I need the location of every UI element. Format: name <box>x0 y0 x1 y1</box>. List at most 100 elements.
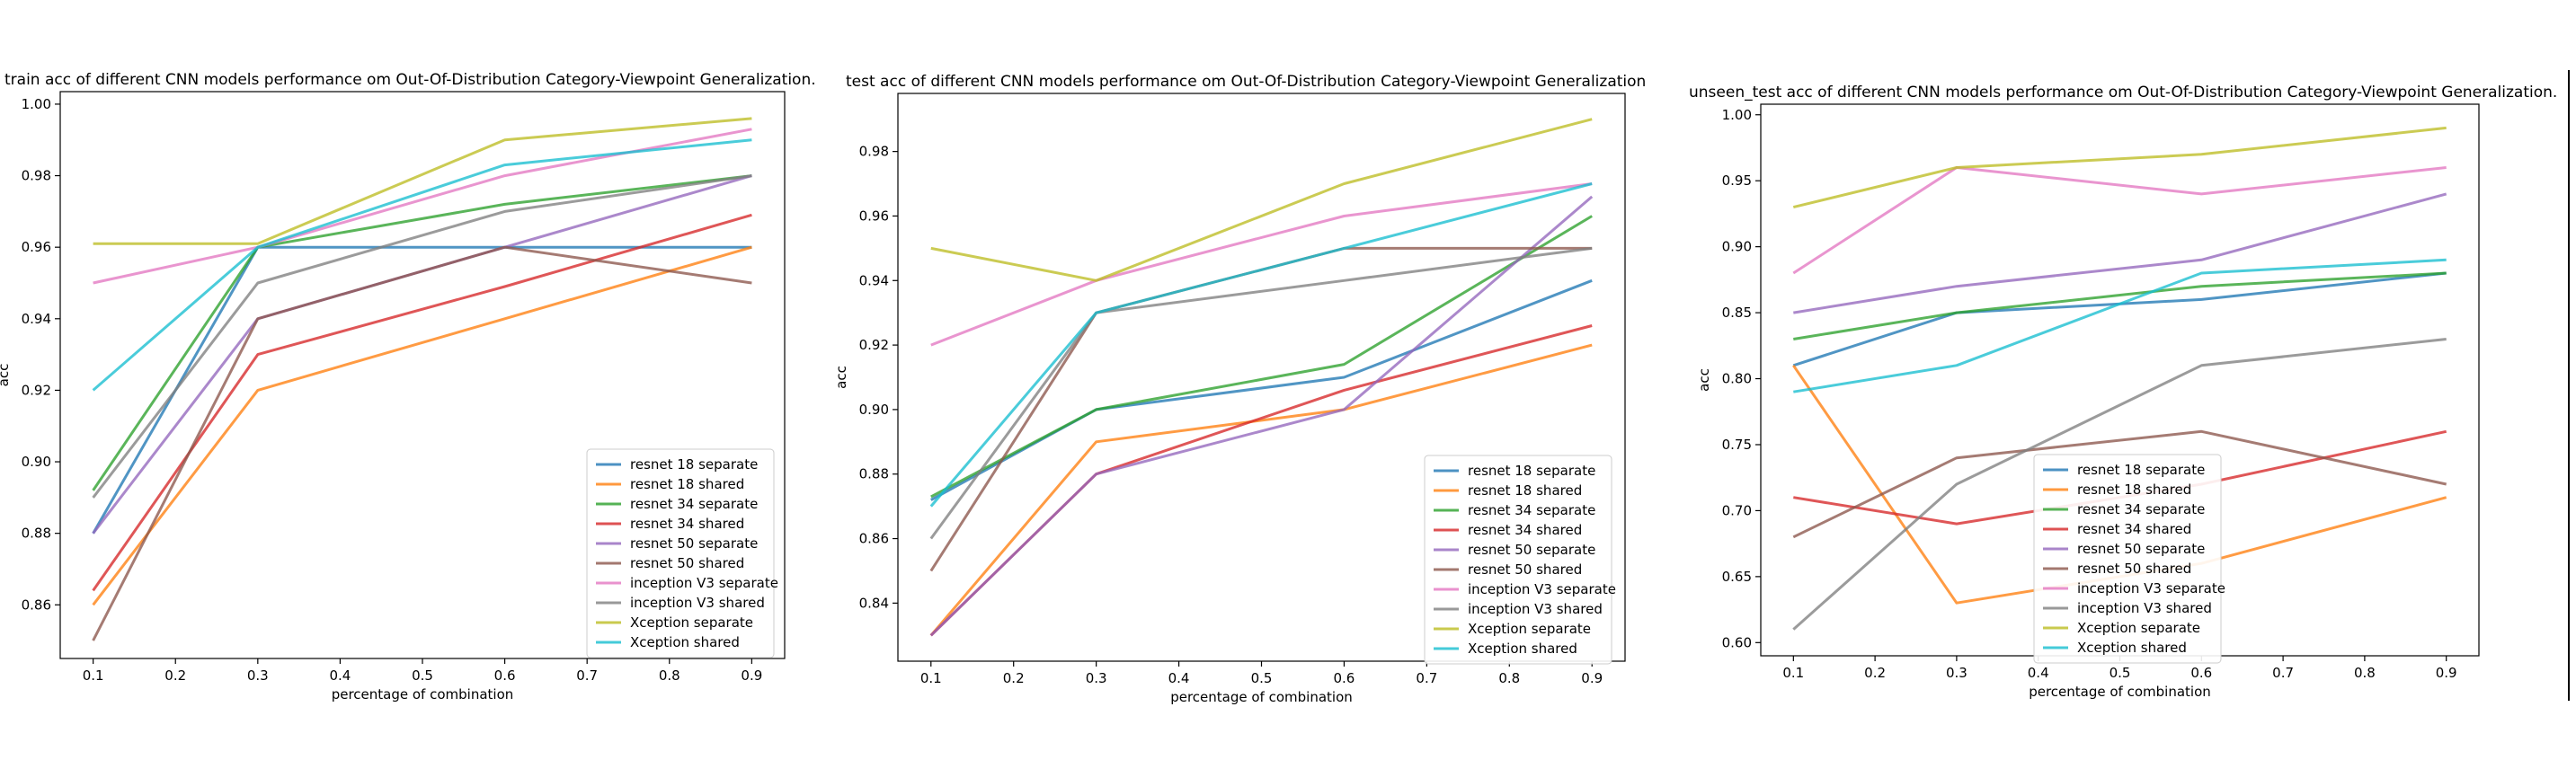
x-tick-label: 0.3 <box>1946 665 1968 681</box>
chart-title: test acc of different CNN models perform… <box>846 73 1646 91</box>
x-tick-label: 0.7 <box>1416 670 1437 686</box>
series-line-xception-separate <box>1792 126 2447 209</box>
x-tick-label: 0.5 <box>1251 670 1273 686</box>
legend-entry-label: resnet 34 shared <box>630 516 744 532</box>
y-tick-label: 0.85 <box>1722 305 1752 321</box>
y-tick-label: 0.94 <box>22 311 51 327</box>
legend-entry-label: resnet 34 separate <box>1468 502 1595 518</box>
y-tick-label: 0.98 <box>22 168 51 184</box>
chart-title: unseen_test acc of different CNN models … <box>1689 84 2557 102</box>
series-line-resnet-18-shared <box>92 245 752 606</box>
chart-panel-2: test acc of different CNN models perform… <box>833 73 1646 705</box>
x-tick-label: 0.6 <box>494 667 516 684</box>
x-tick-label: 0.9 <box>2436 665 2457 681</box>
series-line-inception-v3-separate <box>1792 166 2447 275</box>
series-line-resnet-50-shared <box>92 245 752 641</box>
y-tick-label: 0.98 <box>859 144 889 160</box>
legend-entry-label: resnet 18 separate <box>2077 462 2205 478</box>
legend-box <box>2033 454 2222 664</box>
x-axis-label: percentage of combination <box>1170 689 1353 705</box>
legend-entry-label: resnet 34 shared <box>2077 521 2191 537</box>
series-line-resnet-50-shared <box>1792 429 2447 539</box>
x-tick-label: 0.6 <box>2190 665 2212 681</box>
y-tick-label: 0.92 <box>859 337 889 353</box>
legend-entry-label: inception V3 shared <box>630 595 765 611</box>
series-line-resnet-34-separate <box>92 174 752 491</box>
y-axis-label: acc <box>1696 368 1712 392</box>
y-tick-label: 0.75 <box>1722 437 1752 453</box>
legend-entry-label: resnet 50 separate <box>2077 541 2205 557</box>
x-axis-label: percentage of combination <box>332 686 514 703</box>
legend-entry-label: resnet 50 shared <box>1468 561 1582 578</box>
legend-box <box>586 448 775 658</box>
series-line-xception-shared <box>929 182 1593 508</box>
series-line-xception-shared <box>92 138 752 392</box>
y-tick-label: 0.92 <box>22 382 51 398</box>
x-tick-label: 0.2 <box>1003 670 1025 686</box>
legend-entry-label: resnet 50 shared <box>2077 561 2191 577</box>
legend-entry-label: inception V3 shared <box>2077 600 2212 616</box>
y-tick-label: 0.90 <box>22 454 51 470</box>
x-tick-label: 0.4 <box>2028 665 2049 681</box>
y-tick-label: 1.00 <box>1722 107 1752 123</box>
x-tick-label: 0.2 <box>1864 665 1886 681</box>
y-tick-label: 0.95 <box>1722 172 1752 189</box>
y-tick-label: 0.80 <box>1722 371 1752 387</box>
series-line-resnet-18-separate <box>930 278 1593 501</box>
y-tick-label: 0.70 <box>1722 502 1752 518</box>
series-line-resnet-18-separate <box>1792 271 2447 367</box>
y-tick-label: 0.94 <box>859 272 889 288</box>
legend-entry-label: Xception separate <box>1468 621 1591 637</box>
x-tick-label: 0.9 <box>1581 670 1603 686</box>
x-tick-label: 0.8 <box>2354 665 2376 681</box>
legend-entry-label: Xception separate <box>630 614 753 631</box>
series-line-resnet-34-separate <box>930 215 1593 499</box>
x-axis-label: percentage of combination <box>2029 684 2211 700</box>
y-tick-label: 0.96 <box>22 239 51 255</box>
x-tick-label: 0.5 <box>2110 665 2131 681</box>
legend-entry-label: resnet 18 shared <box>2077 482 2191 498</box>
series-line-inception-v3-shared <box>929 246 1593 540</box>
x-tick-label: 0.8 <box>659 667 680 684</box>
legend-entry-label: resnet 34 separate <box>630 496 758 512</box>
x-tick-label: 0.3 <box>1086 670 1107 686</box>
x-tick-label: 0.1 <box>83 667 104 684</box>
legend: resnet 18 separate resnet 18 shared resnet… <box>2033 454 2225 664</box>
legend-entry-label: Xception shared <box>2077 640 2187 656</box>
series-line-inception-v3-shared <box>92 174 752 499</box>
legend-entry-label: resnet 18 shared <box>1468 482 1582 499</box>
x-tick-label: 0.7 <box>2272 665 2294 681</box>
series-line-resnet-18-shared <box>929 343 1593 637</box>
x-tick-label: 0.1 <box>920 670 942 686</box>
y-tick-label: 1.00 <box>22 96 51 112</box>
series-line-xception-separate <box>93 117 752 245</box>
y-tick-label: 0.96 <box>859 208 889 224</box>
legend-entry-label: resnet 34 separate <box>2077 501 2205 517</box>
series-line-resnet-50-separate <box>1793 192 2447 314</box>
series-line-resnet-50-separate <box>929 195 1594 637</box>
series-line-xception-shared <box>1793 258 2447 393</box>
chart-panel-3: unseen_test acc of different CNN models … <box>1689 84 2557 700</box>
legend-entry-label: resnet 34 shared <box>1468 522 1582 538</box>
x-tick-label: 0.7 <box>576 667 598 684</box>
x-tick-label: 0.4 <box>329 667 351 684</box>
legend-entry-label: inception V3 shared <box>1468 601 1603 617</box>
series-line-resnet-34-separate <box>1793 271 2447 340</box>
x-tick-label: 0.3 <box>247 667 269 684</box>
chart-title: train acc of different CNN models perfor… <box>4 71 816 89</box>
y-tick-label: 0.65 <box>1722 569 1752 585</box>
y-tick-label: 0.88 <box>859 466 889 482</box>
legend-entry-label: inception V3 separate <box>630 575 778 591</box>
x-tick-label: 0.6 <box>1334 670 1355 686</box>
legend-entry-label: Xception shared <box>630 634 740 650</box>
series-line-resnet-34-shared <box>92 213 752 592</box>
y-tick-label: 0.90 <box>1722 239 1752 255</box>
legend-entry-label: resnet 18 shared <box>630 476 744 492</box>
x-tick-label: 0.5 <box>412 667 433 684</box>
x-tick-label: 0.8 <box>1498 670 1520 686</box>
legend-box <box>1424 455 1612 665</box>
series-line-inception-v3-separate <box>93 128 752 285</box>
x-tick-label: 0.1 <box>1782 665 1804 681</box>
x-tick-label: 0.4 <box>1168 670 1190 686</box>
